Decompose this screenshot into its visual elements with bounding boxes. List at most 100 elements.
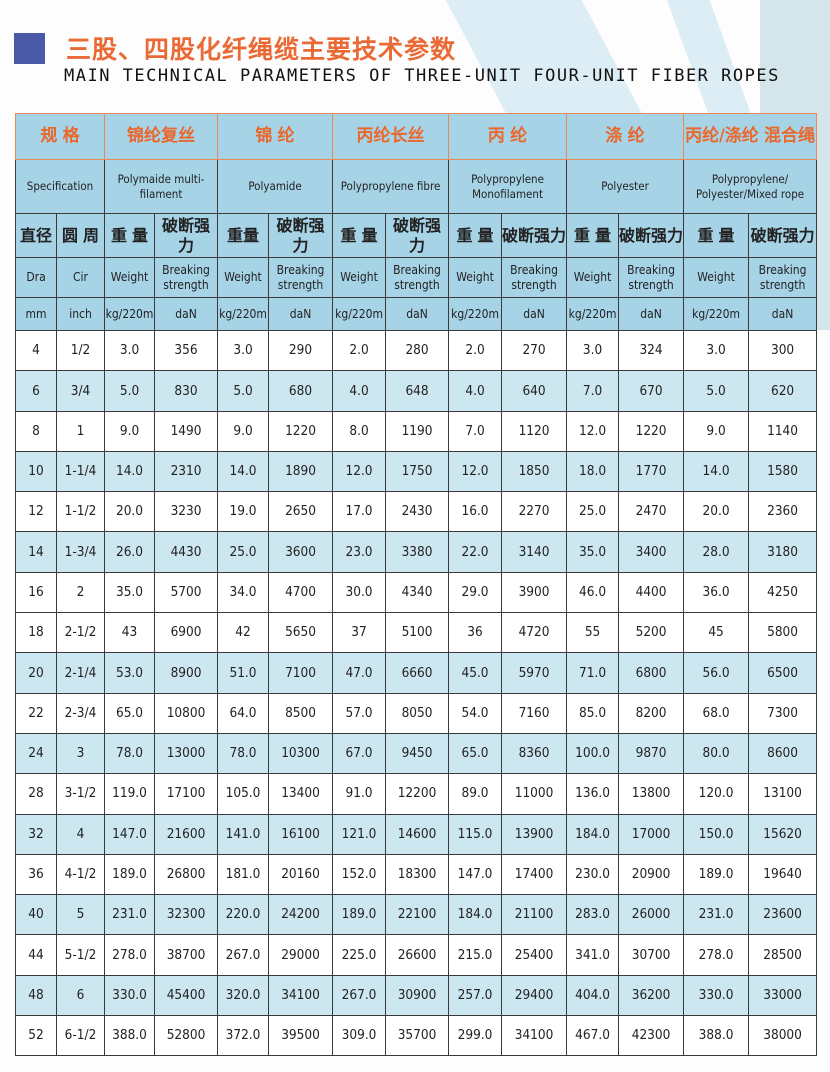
table-cell: 6500 xyxy=(748,652,818,694)
table-row: 40 5 231.0 32300 220.0 24200 189.0 22100 184.0 21… xyxy=(15,894,818,936)
table-cell: 3380 xyxy=(385,531,450,573)
header-sub-en: Breaking strength xyxy=(385,257,450,298)
table-cell: 215.0 xyxy=(448,934,503,976)
table-cell: 119.0 xyxy=(104,773,156,815)
table-cell: 6 xyxy=(55,974,106,1017)
table-cell: 19.0 xyxy=(217,491,270,533)
header-sub-cn: 重 量 xyxy=(104,213,156,258)
table-cell: 89.0 xyxy=(448,773,503,815)
table-cell: 4720 xyxy=(501,612,568,654)
table-cell: 2.0 xyxy=(448,329,503,372)
table-cell: 36 xyxy=(15,853,57,896)
table-cell: 28500 xyxy=(748,934,818,976)
table-cell: 680 xyxy=(268,370,334,412)
table-cell: 283.0 xyxy=(566,894,620,936)
header-unit: daN xyxy=(618,297,685,331)
table-cell: 24200 xyxy=(268,894,334,936)
table-cell: 56.0 xyxy=(683,652,750,694)
table-cell: 42300 xyxy=(618,1015,685,1057)
header-unit: daN xyxy=(748,297,818,331)
header-sub-cn: 破断强力 xyxy=(385,213,450,258)
table-cell: 33000 xyxy=(748,974,818,1017)
table-cell: 2470 xyxy=(618,491,685,533)
table-cell: 28.0 xyxy=(683,531,750,573)
title-english: MAIN TECHNICAL PARAMETERS OF THREE-UNIT … xyxy=(64,66,780,86)
table-cell: 10300 xyxy=(268,732,334,775)
table-cell: 45400 xyxy=(154,974,219,1017)
table-cell: 8.0 xyxy=(332,410,387,452)
table-cell: 3 xyxy=(55,732,106,775)
table-cell: 278.0 xyxy=(104,934,156,976)
table-cell: 270 xyxy=(501,329,568,372)
table-cell: 34100 xyxy=(268,974,334,1017)
table-cell: 184.0 xyxy=(448,894,503,936)
table-cell: 16100 xyxy=(268,813,334,855)
table-cell: 45.0 xyxy=(448,652,503,694)
table-cell: 19640 xyxy=(748,853,818,896)
title-chinese: 三股、四股化纤绳缆主要技术参数 xyxy=(66,35,457,64)
header-sub-en: Weight xyxy=(104,257,156,298)
table-cell: 8 xyxy=(15,410,57,452)
header-sub-cn: 重 量 xyxy=(566,213,620,258)
table-cell: 5650 xyxy=(268,612,334,654)
header-sub-cn: 重 量 xyxy=(683,213,750,258)
table-cell: 25.0 xyxy=(566,491,620,533)
table-cell: 10 xyxy=(15,450,57,493)
table-cell: 2.0 xyxy=(332,329,387,372)
header-sub-cn: 圆 周 xyxy=(55,213,106,258)
table-cell: 2-1/2 xyxy=(55,612,106,654)
table-cell: 278.0 xyxy=(683,934,750,976)
table-cell: 3140 xyxy=(501,531,568,573)
table-cell: 37 xyxy=(332,612,387,654)
table-row: 4 1/2 3.0 356 3.0 290 2.0 280 2.0 270 3.0 324 3.0 300 xyxy=(15,329,818,372)
table-cell: 71.0 xyxy=(566,652,620,694)
table-cell: 22.0 xyxy=(448,531,503,573)
table-cell: 48 xyxy=(15,974,57,1017)
table-cell: 17.0 xyxy=(332,491,387,533)
table-cell: 12.0 xyxy=(566,410,620,452)
table-cell: 5700 xyxy=(154,571,219,614)
table-cell: 6660 xyxy=(385,652,450,694)
table-cell: 1190 xyxy=(385,410,450,452)
header-unit: mm xyxy=(15,297,57,331)
header-sub-en: Weight xyxy=(217,257,270,298)
table-cell: 267.0 xyxy=(332,974,387,1017)
table-cell: 39500 xyxy=(268,1015,334,1057)
table-cell: 13400 xyxy=(268,773,334,815)
table-cell: 28 xyxy=(15,773,57,815)
table-cell: 5800 xyxy=(748,612,818,654)
table-row: Dra Cir Weight Breaking strength Weight Break… xyxy=(15,257,818,298)
table-cell: 9870 xyxy=(618,732,685,775)
table-cell: 6800 xyxy=(618,652,685,694)
table-cell: 4.0 xyxy=(448,370,503,412)
table-cell: 100.0 xyxy=(566,732,620,775)
table-cell: 257.0 xyxy=(448,974,503,1017)
header-sub-cn: 直径 xyxy=(15,213,57,258)
table-cell: 12200 xyxy=(385,773,450,815)
table-cell: 670 xyxy=(618,370,685,412)
table-cell: 32 xyxy=(15,813,57,855)
table-cell: 1580 xyxy=(748,450,818,493)
header-material-cn: 丙 纶 xyxy=(448,113,568,160)
table-cell: 67.0 xyxy=(332,732,387,775)
table-cell: 35.0 xyxy=(566,531,620,573)
table-cell: 121.0 xyxy=(332,813,387,855)
table-cell: 16.0 xyxy=(448,491,503,533)
table-cell: 189.0 xyxy=(104,853,156,896)
table-cell: 7.0 xyxy=(448,410,503,452)
header-unit: kg/220m xyxy=(566,297,620,331)
title-square-icon xyxy=(14,33,45,64)
table-cell: 20 xyxy=(15,652,57,694)
header-sub-cn: 重 量 xyxy=(332,213,387,258)
table-cell: 13000 xyxy=(154,732,219,775)
table-cell: 9.0 xyxy=(104,410,156,452)
table-cell: 330.0 xyxy=(104,974,156,1017)
table-cell: 2360 xyxy=(748,491,818,533)
header-material-en: Specification xyxy=(14,159,106,214)
table-cell: 26000 xyxy=(618,894,685,936)
table-cell: 1120 xyxy=(501,410,568,452)
table-cell: 9.0 xyxy=(217,410,270,452)
table-cell: 8500 xyxy=(268,692,334,734)
table-cell: 147.0 xyxy=(448,853,503,896)
table-cell: 55 xyxy=(566,612,620,654)
